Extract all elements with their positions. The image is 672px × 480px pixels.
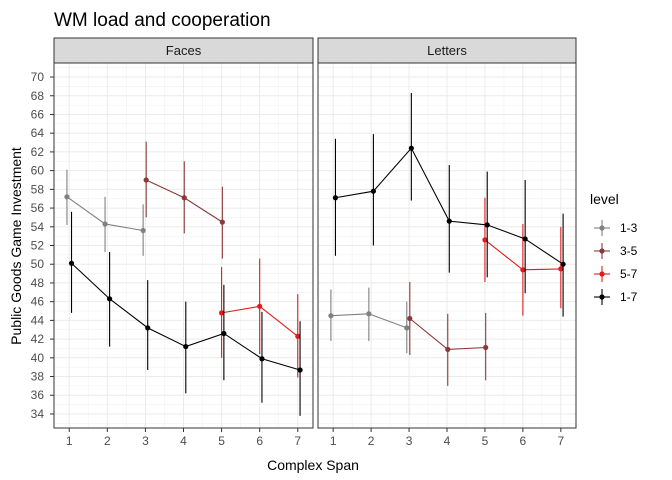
- legend-label: 1-3: [620, 221, 638, 235]
- x-tick-label: 2: [368, 434, 375, 448]
- data-point: [257, 303, 263, 309]
- y-tick-label: 46: [31, 295, 45, 309]
- data-point: [102, 221, 108, 227]
- data-point: [181, 195, 187, 201]
- data-point: [221, 330, 227, 337]
- x-tick-label: 5: [218, 434, 225, 448]
- facet-strip: [53, 37, 314, 64]
- data-point: [140, 227, 146, 234]
- x-tick-label: 7: [294, 434, 301, 448]
- data-point: [143, 177, 149, 183]
- y-tick-label: 62: [31, 145, 45, 159]
- series-3-5: [407, 282, 489, 386]
- y-tick-label: 70: [31, 70, 45, 84]
- chart-title: WM load and cooperation: [54, 10, 271, 31]
- data-point: [295, 333, 301, 339]
- data-point: [183, 343, 189, 350]
- y-tick-label: 68: [31, 89, 45, 103]
- legend-entries: 1-3 3-5 5-7 1-7: [594, 220, 638, 305]
- series-1-3: [64, 169, 146, 256]
- data-point: [522, 236, 528, 242]
- legend: level 1-3 3-5 5-7 1-7: [590, 191, 638, 305]
- data-point: [484, 222, 490, 228]
- legend-key-point: [599, 225, 605, 231]
- data-point: [560, 261, 566, 267]
- y-tick-label: 60: [31, 164, 45, 178]
- data-point: [482, 237, 488, 243]
- data-point: [370, 188, 376, 194]
- legend-entry-1-3: 1-3: [594, 220, 638, 236]
- data-point: [558, 266, 564, 272]
- legend-key-point: [599, 271, 605, 277]
- legend-entry-3-5: 3-5: [594, 243, 638, 259]
- facet-panel-letters: Letters 1 2 3 4 5 6 7: [317, 37, 577, 448]
- x-tick-label: 7: [557, 434, 564, 448]
- data-point: [407, 315, 413, 322]
- y-tick-label: 48: [31, 276, 45, 290]
- y-tick-label: 58: [31, 182, 45, 196]
- legend-title: level: [590, 191, 619, 207]
- data-point: [328, 313, 334, 319]
- data-point: [408, 145, 414, 151]
- y-tick-label: 40: [31, 351, 45, 365]
- data-point: [145, 325, 151, 331]
- y-tick-label: 38: [31, 370, 45, 384]
- legend-key-point: [599, 248, 605, 254]
- y-tick-label: 34: [31, 407, 45, 421]
- legend-label: 3-5: [620, 244, 638, 258]
- x-tick-label: 6: [520, 434, 527, 448]
- y-tick-label: 44: [31, 313, 45, 327]
- legend-label: 1-7: [620, 290, 638, 304]
- series-1-7: [332, 92, 566, 317]
- y-tick-label: 66: [31, 107, 45, 121]
- legend-key-point: [599, 294, 605, 300]
- x-tick-label: 2: [104, 434, 111, 448]
- panel-border: [53, 62, 314, 429]
- data-point: [446, 218, 452, 224]
- data-point: [297, 367, 303, 373]
- series-1-3: [328, 287, 410, 354]
- data-point: [64, 194, 70, 200]
- x-tick-label: 1: [330, 434, 337, 448]
- facets: 34363840424446485052545658606264666870Fa…: [31, 37, 577, 448]
- x-tick-label: 3: [406, 434, 413, 448]
- data-point: [107, 296, 113, 302]
- data-point: [483, 344, 489, 351]
- y-axis-title: Public Goods Game Investment: [8, 147, 24, 345]
- data-point: [68, 260, 75, 266]
- series-3-5: [143, 141, 225, 259]
- x-tick-label: 5: [482, 434, 489, 448]
- facet-strip-label: Faces: [166, 43, 202, 58]
- data-point: [404, 325, 410, 331]
- x-tick-label: 4: [444, 434, 451, 448]
- legend-label: 5-7: [620, 267, 638, 281]
- x-tick-label: 4: [180, 434, 187, 448]
- x-tick-label: 1: [66, 434, 73, 448]
- data-point: [219, 219, 225, 225]
- y-tick-label: 50: [31, 257, 45, 271]
- data-point: [259, 356, 265, 362]
- series-5-7: [218, 258, 301, 378]
- x-tick-label: 3: [142, 434, 149, 448]
- facet-strip-label: Letters: [427, 43, 467, 58]
- series-1-7: [68, 211, 303, 416]
- x-axis-title: Complex Span: [267, 457, 359, 473]
- y-tick-label: 52: [31, 239, 45, 253]
- x-tick-label: 6: [256, 434, 263, 448]
- data-point: [445, 346, 451, 352]
- data-point: [218, 310, 225, 316]
- y-tick-label: 56: [31, 201, 45, 215]
- y-tick-label: 36: [31, 388, 45, 402]
- data-point: [520, 267, 526, 273]
- y-tick-label: 42: [31, 332, 45, 346]
- facet-panel-faces: Faces 1 2 3 4 5 6 7: [53, 37, 314, 448]
- panel-border: [317, 62, 577, 429]
- legend-entry-1-7: 1-7: [594, 289, 638, 305]
- data-point: [332, 195, 339, 201]
- data-point: [366, 311, 372, 317]
- y-tick-label: 64: [31, 126, 45, 140]
- legend-entry-5-7: 5-7: [594, 266, 638, 282]
- y-tick-label: 54: [31, 220, 45, 234]
